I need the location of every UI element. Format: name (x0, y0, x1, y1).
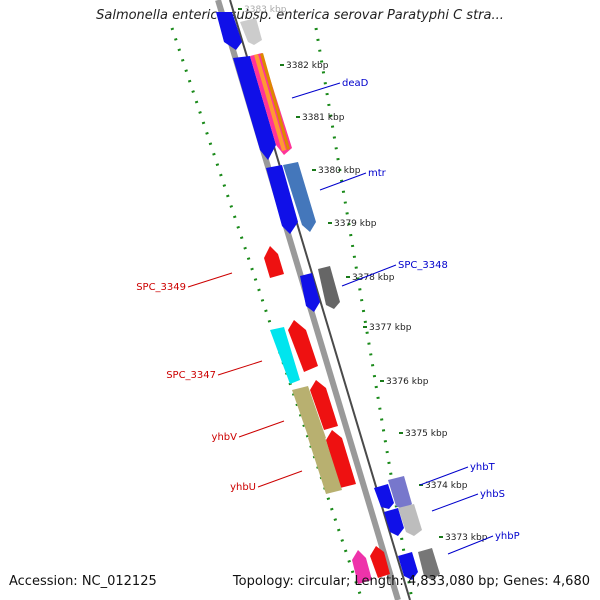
cds-forward[interactable] (300, 273, 320, 312)
gene-leader-line (291, 82, 341, 99)
cds-yhbU[interactable] (308, 434, 342, 494)
cds-deaD-stripe[interactable] (254, 54, 286, 151)
cds-SPC_3347[interactable] (270, 327, 300, 384)
kbp-tick-label: 3373 kbp (445, 533, 488, 543)
gene-leader-line (217, 360, 263, 376)
cds-reverse[interactable] (352, 550, 372, 584)
cds-mtr[interactable] (283, 162, 316, 232)
gene-label-spc_3349[interactable]: SPC_3349 (136, 282, 186, 293)
gene-leader-line (447, 535, 494, 555)
cds-reverse[interactable] (370, 546, 390, 578)
gene-label-dead[interactable]: deaD (342, 78, 369, 89)
kbp-tick-label: 3382 kbp (286, 61, 329, 71)
cds-gray[interactable] (398, 504, 422, 536)
map-title: Salmonella enterica subsp. enterica sero… (96, 8, 504, 23)
cds-reverse[interactable] (310, 380, 338, 430)
gene-label-spc_3348[interactable]: SPC_3348 (398, 260, 448, 271)
cds-deaD-stripe[interactable] (260, 53, 290, 150)
gene-leader-group: deaD mtr SPC_3348 SPC_3349 SPC_3347 yhbV yhbU y… (136, 78, 520, 555)
cds-gray[interactable] (388, 476, 412, 510)
kbp-tick-label: 3381 kbp (302, 113, 345, 123)
gene-leader-line (419, 466, 469, 486)
gene-label-yhbu[interactable]: yhbU (230, 482, 256, 493)
kbp-tick-label: 3379 kbp (334, 219, 377, 229)
cds-reverse[interactable] (326, 430, 356, 488)
gene-label-yhbv[interactable]: yhbV (212, 432, 238, 443)
topology-summary: Topology: circular; Length: 4,833,080 bp… (232, 574, 590, 589)
gene-label-spc_3347[interactable]: SPC_3347 (166, 370, 216, 381)
kbp-tick-label: 3375 kbp (405, 429, 448, 439)
kbp-tick-label: 3374 kbp (425, 481, 468, 491)
gene-leader-line (257, 470, 303, 488)
accession-label: Accession: NC_012125 (9, 574, 157, 589)
gene-leader-line (341, 264, 397, 287)
gc-ring-outer (170, 27, 364, 600)
cds-forward[interactable] (398, 552, 418, 580)
cds-forward[interactable] (266, 165, 298, 234)
cds-yhbV[interactable] (292, 386, 326, 442)
gene-label-yhbt[interactable]: yhbT (470, 462, 496, 473)
gene-label-yhbs[interactable]: yhbS (480, 489, 505, 500)
cds-forward[interactable] (233, 56, 276, 160)
gene-label-mtr[interactable]: mtr (368, 168, 387, 179)
gene-label-yhbp[interactable]: yhbP (495, 531, 520, 542)
cds-reverse[interactable] (288, 320, 318, 372)
kbp-tick-label: 3378 kbp (352, 273, 395, 283)
kbp-tick-group: 3383 kbp 3382 kbp 3381 kbp 3380 kbp 3379 kbp… (238, 5, 488, 543)
gene-leader-line (431, 493, 479, 512)
gene-leader-line (319, 172, 367, 191)
cds-gray[interactable] (318, 266, 340, 309)
kbp-tick-label: 3380 kbp (318, 166, 361, 176)
cds-reverse[interactable] (264, 246, 284, 278)
cds-gray[interactable] (240, 18, 262, 45)
cds-gray[interactable] (418, 548, 440, 580)
cds-forward[interactable] (374, 484, 394, 509)
gene-leader-line (238, 420, 285, 438)
cds-forward[interactable] (216, 12, 242, 50)
kbp-tick-label: 3376 kbp (386, 377, 429, 387)
gene-leader-line (187, 272, 233, 288)
kbp-tick-label: 3383 kbp (244, 5, 287, 15)
cds-forward[interactable] (384, 508, 404, 536)
kbp-tick-label: 3377 kbp (369, 323, 412, 333)
